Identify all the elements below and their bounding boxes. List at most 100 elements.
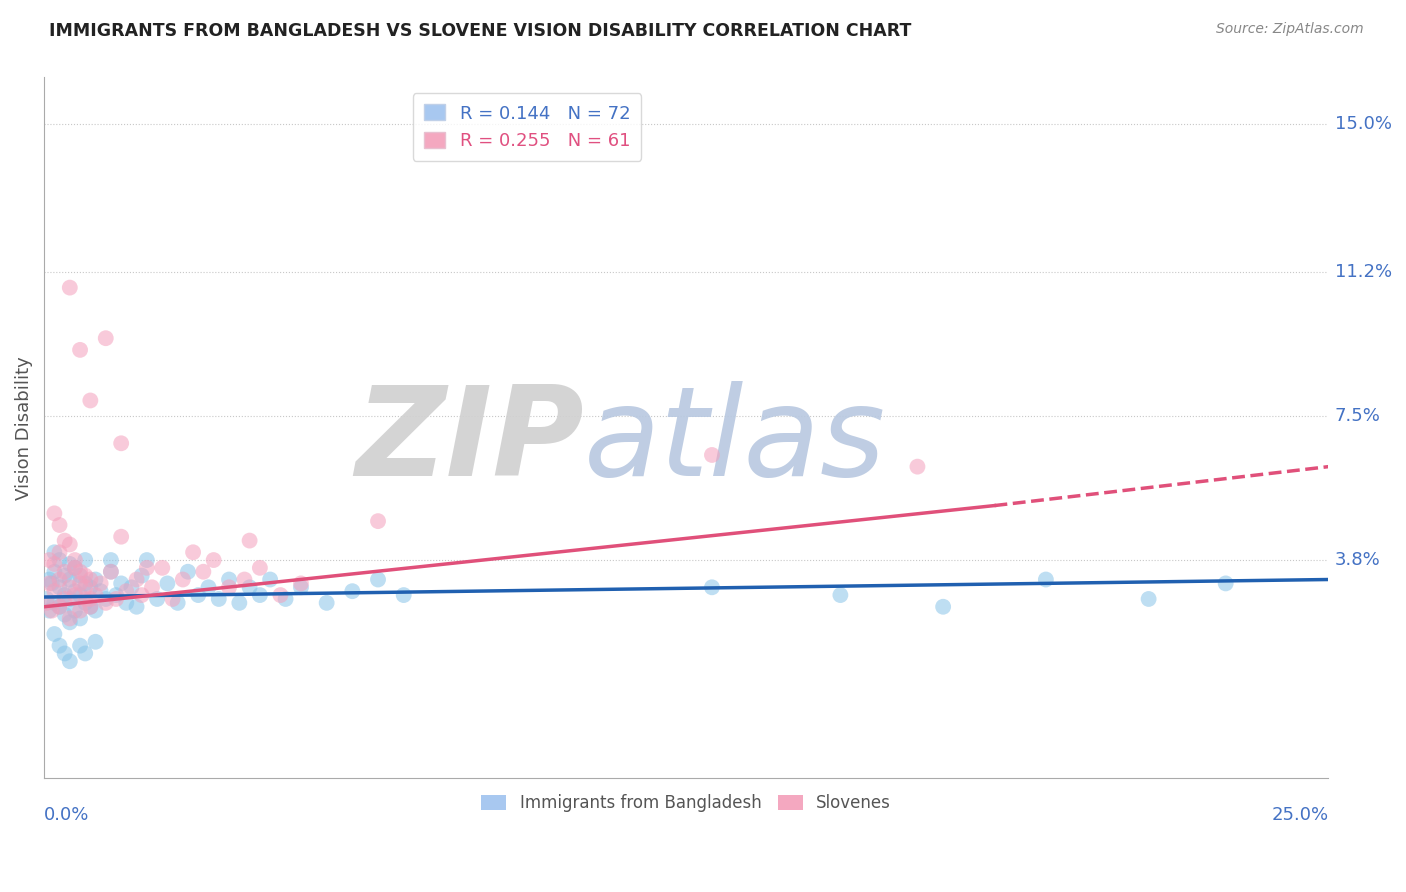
Point <box>69 565 91 579</box>
Point <box>75 568 97 582</box>
Legend: Immigrants from Bangladesh, Slovenes: Immigrants from Bangladesh, Slovenes <box>475 788 898 819</box>
Point <box>907 459 929 474</box>
Point <box>830 588 852 602</box>
Point <box>48 599 70 614</box>
Point <box>69 343 91 357</box>
Point <box>59 591 82 606</box>
Point <box>135 561 157 575</box>
Point <box>38 576 60 591</box>
Point <box>115 584 138 599</box>
Point <box>233 573 256 587</box>
Point <box>63 584 86 599</box>
Point <box>79 599 101 614</box>
Point <box>228 596 250 610</box>
Point <box>75 596 97 610</box>
Point <box>41 604 63 618</box>
Point <box>146 591 169 606</box>
Point <box>110 576 132 591</box>
Point <box>120 580 142 594</box>
Point <box>94 331 117 345</box>
Point <box>239 533 262 548</box>
Point <box>162 591 184 606</box>
Point <box>84 588 107 602</box>
Point <box>166 596 188 610</box>
Point <box>274 591 297 606</box>
Point <box>367 514 389 528</box>
Point <box>63 553 86 567</box>
Point <box>44 565 66 579</box>
Point <box>69 568 91 582</box>
Point <box>94 591 117 606</box>
Point <box>150 561 173 575</box>
Point <box>48 545 70 559</box>
Point <box>94 596 117 610</box>
Point <box>105 591 128 606</box>
Point <box>35 591 58 606</box>
Point <box>59 615 82 630</box>
Text: 7.5%: 7.5% <box>1334 407 1381 425</box>
Point <box>59 580 82 594</box>
Point <box>48 553 70 567</box>
Point <box>131 588 153 602</box>
Point <box>1215 576 1237 591</box>
Point <box>59 557 82 571</box>
Point <box>218 580 240 594</box>
Point <box>75 553 97 567</box>
Point <box>75 576 97 591</box>
Point <box>79 591 101 606</box>
Point <box>48 599 70 614</box>
Point <box>44 507 66 521</box>
Point <box>44 557 66 571</box>
Point <box>90 584 112 599</box>
Point <box>59 280 82 294</box>
Text: IMMIGRANTS FROM BANGLADESH VS SLOVENE VISION DISABILITY CORRELATION CHART: IMMIGRANTS FROM BANGLADESH VS SLOVENE VI… <box>49 22 911 40</box>
Point <box>69 611 91 625</box>
Point <box>63 588 86 602</box>
Point <box>700 448 723 462</box>
Point <box>79 573 101 587</box>
Point <box>75 647 97 661</box>
Point <box>44 545 66 559</box>
Point <box>53 588 76 602</box>
Point <box>48 573 70 587</box>
Point <box>44 627 66 641</box>
Point <box>290 576 312 591</box>
Point <box>135 553 157 567</box>
Text: atlas: atlas <box>583 381 886 502</box>
Point <box>84 604 107 618</box>
Text: ZIP: ZIP <box>354 381 583 502</box>
Point <box>53 591 76 606</box>
Point <box>177 565 200 579</box>
Point <box>84 634 107 648</box>
Point <box>63 561 86 575</box>
Point <box>197 580 219 594</box>
Point <box>53 647 76 661</box>
Point <box>110 436 132 450</box>
Point <box>35 596 58 610</box>
Point <box>181 545 204 559</box>
Point <box>79 393 101 408</box>
Point <box>208 591 231 606</box>
Point <box>1137 591 1160 606</box>
Point <box>48 580 70 594</box>
Point <box>218 573 240 587</box>
Point <box>69 576 91 591</box>
Point <box>44 596 66 610</box>
Point <box>100 565 122 579</box>
Text: 0.0%: 0.0% <box>44 806 90 824</box>
Point <box>63 561 86 575</box>
Y-axis label: Vision Disability: Vision Disability <box>15 356 32 500</box>
Point <box>53 607 76 622</box>
Point <box>75 591 97 606</box>
Point <box>53 565 76 579</box>
Point <box>38 553 60 567</box>
Text: 15.0%: 15.0% <box>1334 115 1392 133</box>
Point <box>59 573 82 587</box>
Point <box>187 588 209 602</box>
Point <box>342 584 364 599</box>
Point <box>41 576 63 591</box>
Point <box>290 580 312 594</box>
Point <box>69 588 91 602</box>
Point <box>38 573 60 587</box>
Point <box>69 639 91 653</box>
